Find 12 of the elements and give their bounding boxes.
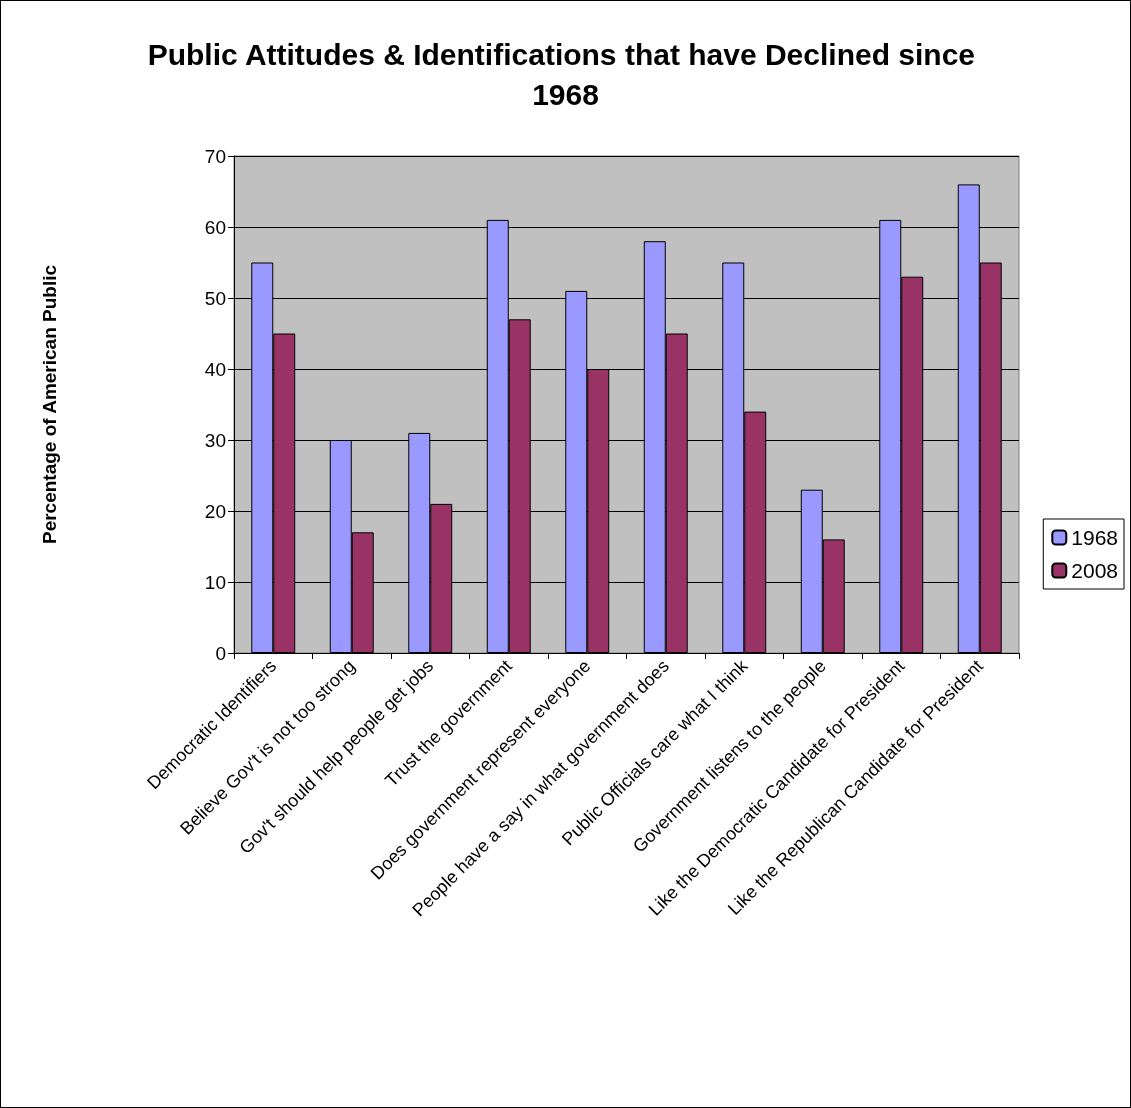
legend-label: 1968: [1071, 526, 1118, 549]
y-tick-label: 10: [204, 571, 226, 593]
y-tick-label: 0: [215, 642, 226, 664]
chart-title: Public Attitudes & Identifications that have Declined since 1968: [147, 37, 984, 111]
y-tick-label: 50: [204, 287, 226, 309]
y-tick-label: 70: [204, 145, 226, 167]
y-tick-label: 30: [204, 429, 226, 451]
legend-label: 2008: [1071, 559, 1118, 582]
y-tick-label: 40: [204, 358, 226, 380]
y-tick-label: 20: [204, 500, 226, 522]
y-tick-label: 60: [204, 216, 226, 238]
y-axis-title: Percentage of American Public: [39, 264, 60, 545]
